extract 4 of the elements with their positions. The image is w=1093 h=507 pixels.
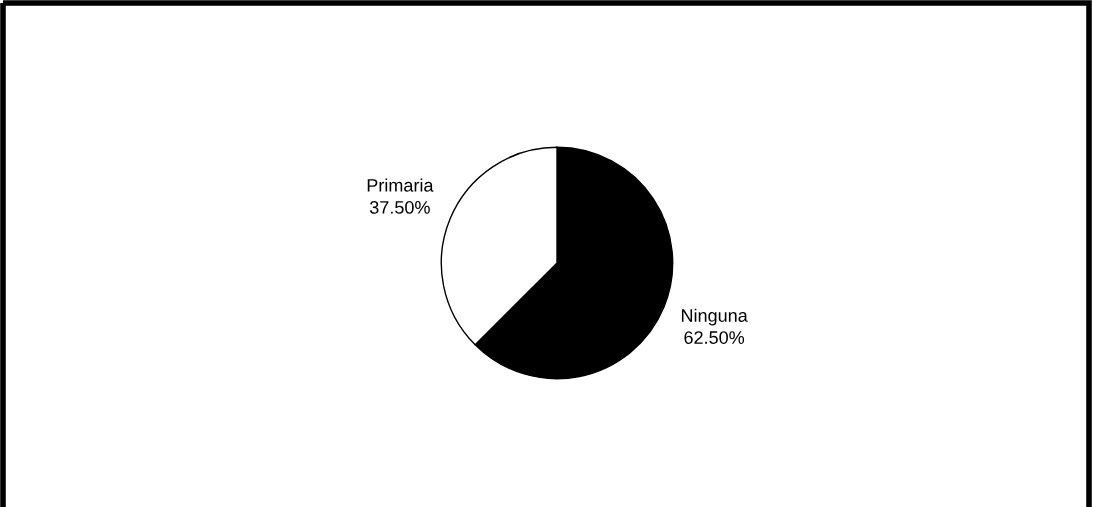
data-label: 62.50% <box>684 331 745 344</box>
slice-label: Primaria <box>367 178 434 192</box>
slice-label: Ninguna <box>681 308 748 326</box>
data-label: 37.50% <box>369 201 430 214</box>
